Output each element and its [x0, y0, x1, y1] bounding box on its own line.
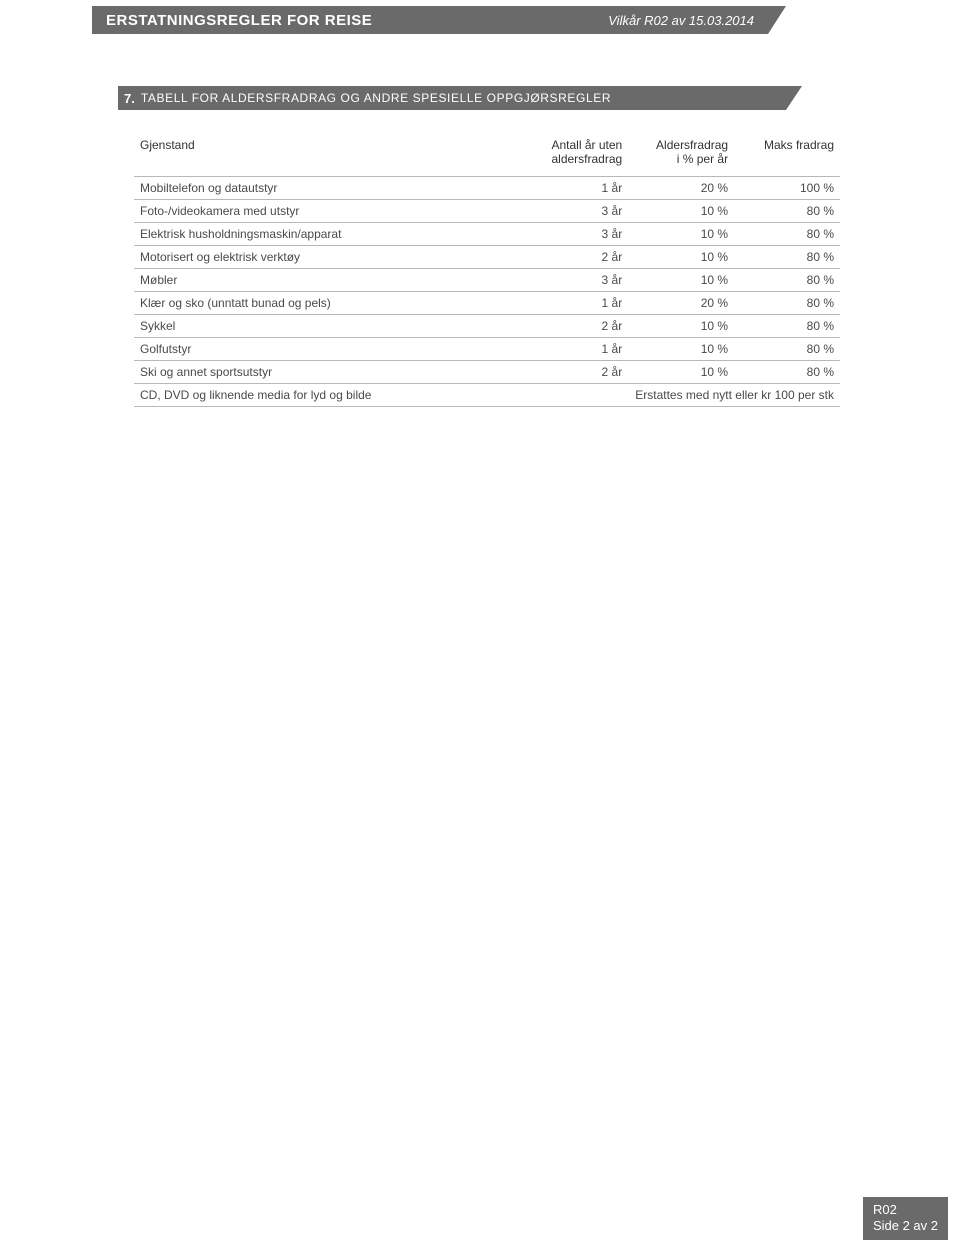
- column-header-max: Maks fradrag: [734, 134, 840, 177]
- footer-code: R02: [873, 1202, 938, 1218]
- table-row: Møbler 3 år 10 % 80 %: [134, 269, 840, 292]
- table-row: Elektrisk husholdningsmaskin/apparat 3 å…: [134, 223, 840, 246]
- cell-max: 80 %: [734, 246, 840, 269]
- column-header-item: Gjenstand: [134, 134, 501, 177]
- cell-item: Foto-/videokamera med utstyr: [134, 200, 501, 223]
- cell-years: 1 år: [501, 292, 628, 315]
- table-header-row: Gjenstand Antall år uten aldersfradrag A…: [134, 134, 840, 177]
- cell-item: Sykkel: [134, 315, 501, 338]
- table-row: Sykkel 2 år 10 % 80 %: [134, 315, 840, 338]
- table-row: Motorisert og elektrisk verktøy 2 år 10 …: [134, 246, 840, 269]
- page-header-bar: ERSTATNINGSREGLER FOR REISE Vilkår R02 a…: [92, 6, 768, 34]
- depreciation-table: Gjenstand Antall år uten aldersfradrag A…: [134, 134, 840, 407]
- table-row: Ski og annet sportsutstyr 2 år 10 % 80 %: [134, 361, 840, 384]
- cell-item: Ski og annet sportsutstyr: [134, 361, 501, 384]
- cell-item: CD, DVD og liknende media for lyd og bil…: [134, 384, 501, 407]
- cell-item: Golfutstyr: [134, 338, 501, 361]
- table-footer-row: CD, DVD og liknende media for lyd og bil…: [134, 384, 840, 407]
- cell-percent: 10 %: [628, 246, 734, 269]
- cell-years: 1 år: [501, 177, 628, 200]
- cell-percent: 20 %: [628, 177, 734, 200]
- cell-years: 3 år: [501, 223, 628, 246]
- table-row: Foto-/videokamera med utstyr 3 år 10 % 8…: [134, 200, 840, 223]
- table-body: Mobiltelefon og datautstyr 1 år 20 % 100…: [134, 177, 840, 407]
- cell-percent: 10 %: [628, 315, 734, 338]
- cell-years: 2 år: [501, 315, 628, 338]
- cell-max: 80 %: [734, 223, 840, 246]
- cell-years: 2 år: [501, 246, 628, 269]
- table-row: Mobiltelefon og datautstyr 1 år 20 % 100…: [134, 177, 840, 200]
- section-number: 7.: [124, 91, 135, 106]
- cell-percent: 20 %: [628, 292, 734, 315]
- column-header-percent: Aldersfradrag i % per år: [628, 134, 734, 177]
- cell-percent: 10 %: [628, 269, 734, 292]
- cell-max: 80 %: [734, 315, 840, 338]
- cell-note: Erstattes med nytt eller kr 100 per stk: [501, 384, 840, 407]
- cell-max: 80 %: [734, 200, 840, 223]
- cell-percent: 10 %: [628, 361, 734, 384]
- table-row: Golfutstyr 1 år 10 % 80 %: [134, 338, 840, 361]
- cell-percent: 10 %: [628, 200, 734, 223]
- cell-max: 80 %: [734, 269, 840, 292]
- cell-max: 80 %: [734, 338, 840, 361]
- page-footer-box: R02 Side 2 av 2: [863, 1197, 948, 1241]
- page-subtitle: Vilkår R02 av 15.03.2014: [608, 13, 754, 28]
- cell-max: 100 %: [734, 177, 840, 200]
- depreciation-table-container: Gjenstand Antall år uten aldersfradrag A…: [134, 134, 840, 407]
- cell-item: Møbler: [134, 269, 501, 292]
- cell-max: 80 %: [734, 361, 840, 384]
- cell-years: 1 år: [501, 338, 628, 361]
- column-header-years: Antall år uten aldersfradrag: [501, 134, 628, 177]
- cell-item: Mobiltelefon og datautstyr: [134, 177, 501, 200]
- cell-years: 3 år: [501, 269, 628, 292]
- cell-years: 3 år: [501, 200, 628, 223]
- cell-years: 2 år: [501, 361, 628, 384]
- cell-item: Elektrisk husholdningsmaskin/apparat: [134, 223, 501, 246]
- cell-item: Klær og sko (unntatt bunad og pels): [134, 292, 501, 315]
- cell-percent: 10 %: [628, 223, 734, 246]
- cell-item: Motorisert og elektrisk verktøy: [134, 246, 501, 269]
- section-header-bar: 7. TABELL FOR ALDERSFRADRAG OG ANDRE SPE…: [118, 86, 786, 110]
- table-row: Klær og sko (unntatt bunad og pels) 1 år…: [134, 292, 840, 315]
- page-title: ERSTATNINGSREGLER FOR REISE: [106, 12, 608, 29]
- section-title: TABELL FOR ALDERSFRADRAG OG ANDRE SPESIE…: [141, 91, 611, 105]
- cell-max: 80 %: [734, 292, 840, 315]
- cell-percent: 10 %: [628, 338, 734, 361]
- footer-page: Side 2 av 2: [873, 1218, 938, 1234]
